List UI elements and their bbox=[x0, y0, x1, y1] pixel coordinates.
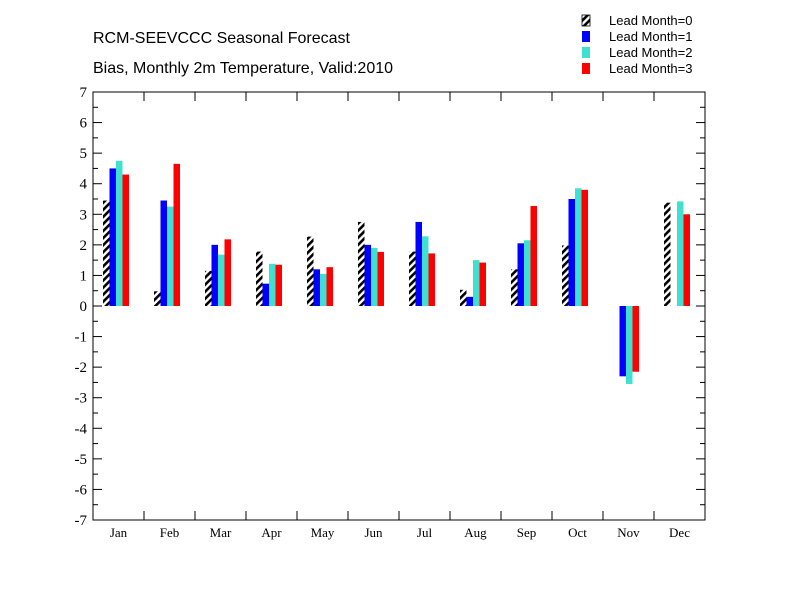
bar-0-feb bbox=[154, 291, 161, 306]
bar-1-feb bbox=[160, 200, 167, 306]
bar-1-aug bbox=[466, 296, 473, 306]
y-tick-label: -5 bbox=[75, 452, 88, 468]
bar-1-apr bbox=[262, 283, 269, 306]
bar-2-feb bbox=[167, 206, 174, 306]
y-tick-label: -7 bbox=[75, 513, 88, 529]
legend-label-0: Lead Month=0 bbox=[609, 13, 692, 28]
bar-1-sep bbox=[517, 243, 524, 306]
bar-0-aug bbox=[460, 289, 467, 306]
bar-1-oct bbox=[568, 199, 575, 306]
chart-subtitle: Bias, Monthly 2m Temperature, Valid:2010 bbox=[93, 60, 394, 77]
bar-3-may bbox=[326, 267, 333, 306]
y-tick-label: -6 bbox=[75, 482, 88, 498]
bar-0-sep bbox=[511, 269, 518, 306]
x-tick-label-oct: Oct bbox=[568, 525, 587, 540]
legend-swatch-2 bbox=[582, 47, 590, 58]
y-tick-label: -2 bbox=[75, 360, 88, 376]
legend-swatch-1 bbox=[582, 31, 590, 42]
bar-3-sep bbox=[530, 206, 537, 306]
y-tick-label: -3 bbox=[75, 391, 88, 407]
bar-3-aug bbox=[479, 262, 486, 306]
y-tick-label: -1 bbox=[75, 330, 88, 346]
y-tick-label: 6 bbox=[80, 116, 88, 132]
x-tick-label-mar: Mar bbox=[210, 525, 232, 540]
bars-layer bbox=[103, 160, 690, 384]
x-tick-label-sep: Sep bbox=[517, 525, 537, 540]
chart-title: RCM-SEEVCCC Seasonal Forecast bbox=[93, 30, 350, 47]
bar-3-jul bbox=[428, 253, 435, 306]
bar-0-jan bbox=[103, 200, 110, 306]
bar-3-oct bbox=[581, 189, 588, 306]
bar-3-mar bbox=[224, 239, 231, 306]
bar-2-mar bbox=[218, 254, 225, 306]
bar-2-may bbox=[320, 273, 327, 306]
bar-0-apr bbox=[256, 251, 263, 306]
bar-3-jan bbox=[122, 174, 129, 306]
bar-0-dec bbox=[664, 202, 671, 306]
bar-3-nov bbox=[632, 306, 639, 372]
legend-label-2: Lead Month=2 bbox=[609, 45, 692, 60]
y-tick-label: -4 bbox=[75, 421, 88, 437]
bar-2-jun bbox=[371, 247, 378, 306]
bar-0-mar bbox=[205, 270, 212, 306]
x-tick-label-jan: Jan bbox=[110, 525, 128, 540]
bar-3-dec bbox=[683, 214, 690, 306]
bar-2-oct bbox=[575, 188, 582, 306]
y-tick-label: 3 bbox=[80, 207, 88, 223]
bar-2-jan bbox=[116, 160, 123, 306]
x-tick-label-aug: Aug bbox=[464, 525, 487, 540]
x-tick-label-jun: Jun bbox=[364, 525, 383, 540]
legend-label-1: Lead Month=1 bbox=[609, 29, 692, 44]
y-tick-label: 0 bbox=[80, 299, 88, 315]
labels-layer: 7 6 5 4 3 2 1 0 -1 -2 -3 -4 -5 -6 -7 Jan Feb Mar Apr May Jun… bbox=[75, 85, 691, 540]
bar-1-mar bbox=[211, 244, 218, 306]
bar-1-jul bbox=[415, 221, 422, 306]
x-tick-label-apr: Apr bbox=[261, 525, 282, 540]
y-tick-label: 7 bbox=[80, 85, 88, 101]
bar-2-nov bbox=[626, 306, 633, 384]
y-tick-label: 1 bbox=[80, 268, 88, 284]
x-tick-label-feb: Feb bbox=[160, 525, 180, 540]
bar-1-jan bbox=[109, 168, 116, 306]
ticks-layer bbox=[93, 91, 705, 521]
bar-0-jun bbox=[358, 221, 365, 306]
bar-2-jul bbox=[422, 236, 429, 306]
bar-0-oct bbox=[562, 245, 569, 306]
bar-3-jun bbox=[377, 251, 384, 306]
x-tick-label-may: May bbox=[311, 525, 335, 540]
bar-1-may bbox=[313, 269, 320, 306]
x-tick-label-nov: Nov bbox=[617, 525, 640, 540]
bar-0-jul bbox=[409, 251, 416, 306]
y-tick-label: 2 bbox=[80, 238, 88, 254]
legend-label-3: Lead Month=3 bbox=[609, 61, 692, 76]
legend-swatch-3 bbox=[582, 63, 590, 74]
bar-2-aug bbox=[473, 260, 480, 306]
x-tick-label-dec: Dec bbox=[669, 525, 690, 540]
bar-1-nov bbox=[619, 306, 626, 377]
bar-2-dec bbox=[677, 201, 684, 306]
plot-frame bbox=[92, 91, 706, 521]
y-tick-label: 4 bbox=[80, 177, 88, 193]
bar-0-may bbox=[307, 236, 314, 306]
legend-swatch-0 bbox=[581, 14, 591, 27]
bar-1-jun bbox=[364, 244, 371, 306]
bar-2-apr bbox=[269, 263, 276, 306]
bar-3-apr bbox=[275, 264, 282, 306]
y-tick-label: 5 bbox=[80, 146, 88, 162]
bar-2-sep bbox=[524, 240, 531, 306]
bar-3-feb bbox=[173, 163, 180, 306]
x-tick-label-jul: Jul bbox=[417, 525, 433, 540]
